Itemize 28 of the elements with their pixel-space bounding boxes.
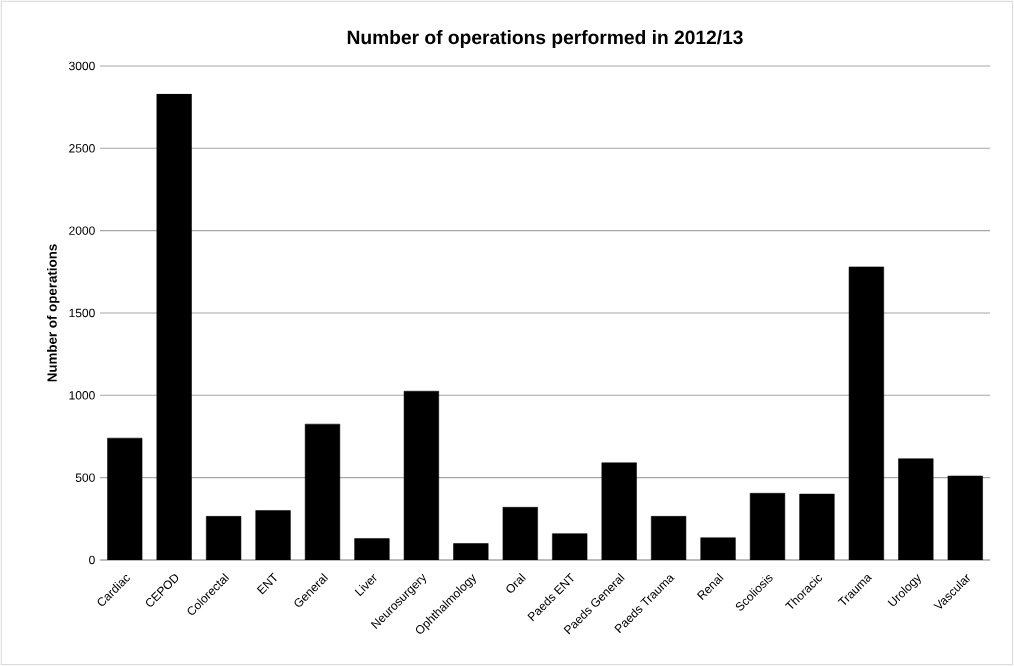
- bar: [502, 507, 538, 560]
- y-tick-label: 500: [75, 473, 95, 482]
- bar: [453, 543, 489, 560]
- bar: [304, 423, 341, 560]
- y-tick-label: 1000: [69, 391, 95, 400]
- y-tick-label: 1500: [69, 308, 95, 318]
- bar: [206, 516, 242, 560]
- bar: [898, 458, 934, 560]
- y-axis-title: Number of operations: [47, 244, 60, 382]
- bar: [848, 266, 884, 560]
- bar: [107, 437, 143, 560]
- bar: [651, 516, 687, 560]
- x-tick-label: Oral: [506, 572, 526, 593]
- bar: [552, 533, 588, 560]
- bar: [799, 493, 835, 560]
- bar: [749, 493, 786, 560]
- bar: [700, 537, 736, 560]
- bar: [354, 538, 390, 560]
- y-tick-label: 3000: [69, 61, 95, 71]
- y-tick-label: 0: [89, 555, 95, 565]
- bar: [255, 510, 291, 560]
- bar: [601, 462, 637, 560]
- y-tick-label: 2500: [69, 144, 95, 153]
- bar: [947, 475, 983, 560]
- bar: [403, 390, 439, 560]
- y-tick-label: 2000: [69, 226, 95, 235]
- bar: [156, 93, 192, 560]
- chart-title: Number of operations performed in 2012/13: [347, 30, 743, 48]
